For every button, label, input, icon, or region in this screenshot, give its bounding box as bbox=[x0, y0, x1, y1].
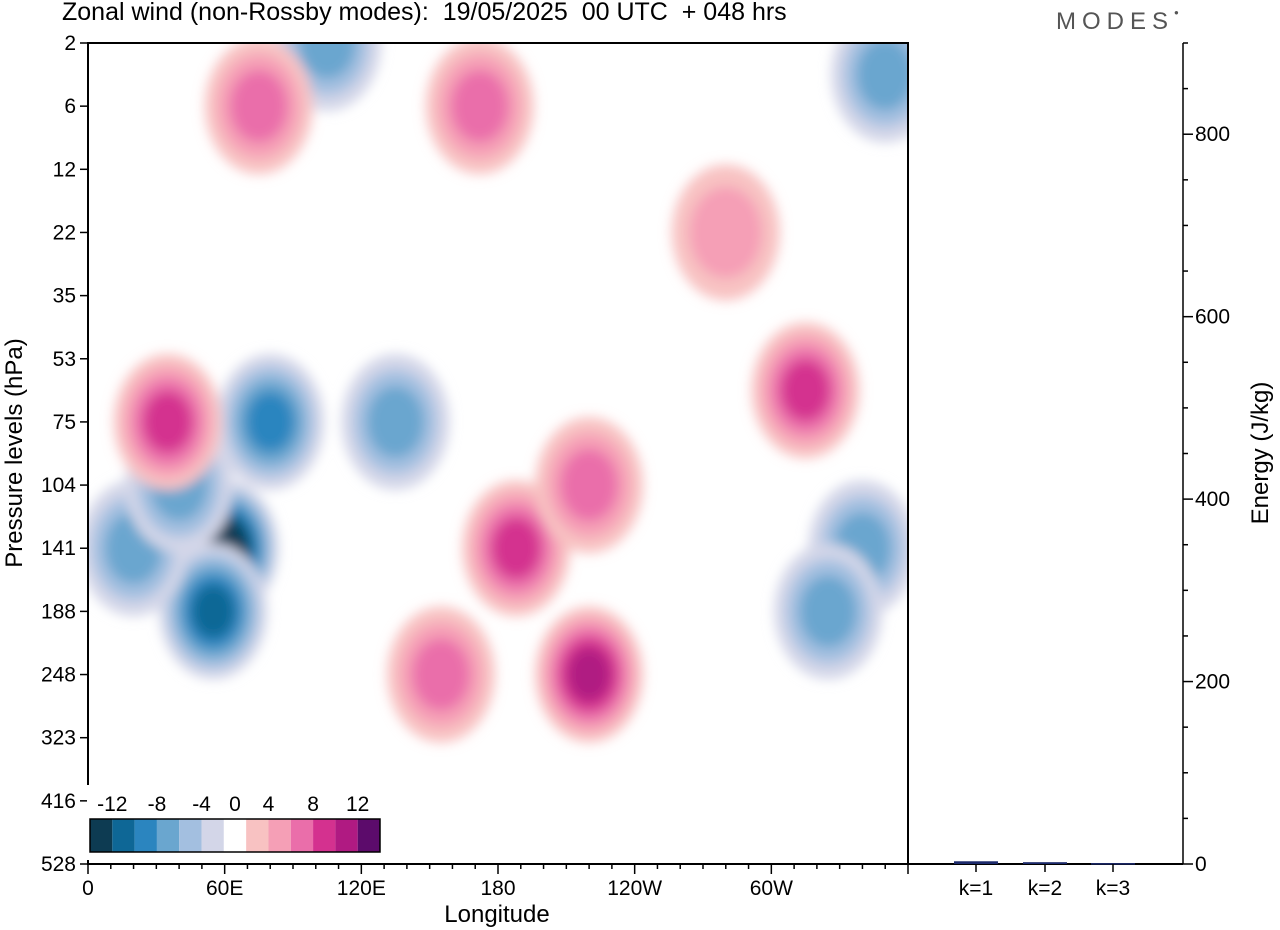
colorbar-swatch bbox=[201, 819, 224, 852]
energy-axis-title: Energy (J/kg) bbox=[1247, 382, 1274, 525]
colorbar-tick-label: 8 bbox=[307, 793, 319, 816]
energy-tick-label: 400 bbox=[1195, 488, 1230, 511]
contour-blobs bbox=[88, 43, 908, 743]
colorbar-tick-label: 12 bbox=[346, 793, 369, 816]
colorbar-swatch bbox=[179, 819, 202, 852]
x-tick-label: 120W bbox=[607, 877, 662, 900]
x-tick-label: 180 bbox=[480, 877, 515, 900]
y-tick-label: 528 bbox=[41, 853, 76, 876]
feature-1 bbox=[159, 543, 268, 680]
colorbar-swatch bbox=[90, 819, 113, 852]
contour-level bbox=[451, 70, 509, 142]
x-tick-label: 60W bbox=[750, 877, 793, 900]
colorbar-tick-label: 0 bbox=[229, 793, 241, 816]
contour-level bbox=[560, 449, 618, 521]
energy-bar-k=2 bbox=[1023, 862, 1067, 864]
energy-x-tick-label: k=1 bbox=[959, 877, 993, 900]
contour-level bbox=[799, 575, 857, 648]
y-tick-label: 248 bbox=[41, 664, 76, 687]
energy-x-tick-label: k=2 bbox=[1028, 877, 1062, 900]
colorbar-tick-label: -4 bbox=[192, 793, 211, 816]
feature-7 bbox=[831, 43, 908, 143]
contour-level bbox=[367, 386, 424, 458]
colorbar-swatch bbox=[223, 819, 247, 852]
contour-level bbox=[856, 43, 908, 111]
y-tick-label: 2 bbox=[64, 32, 76, 55]
colorbar-tick-label: -12 bbox=[97, 793, 127, 816]
contour-level bbox=[689, 186, 763, 279]
colorbar-swatch bbox=[313, 819, 336, 852]
feature-14 bbox=[751, 322, 860, 459]
y-tick-label: 188 bbox=[41, 600, 76, 623]
y-tick-label: 104 bbox=[41, 474, 76, 497]
colorbar-swatch bbox=[156, 819, 180, 852]
colorbar-swatch bbox=[268, 819, 291, 852]
energy-bar-k=1 bbox=[954, 861, 998, 864]
contour-level bbox=[246, 391, 295, 453]
feature-15 bbox=[204, 43, 313, 175]
contour-level bbox=[298, 43, 356, 79]
contour-level bbox=[143, 391, 192, 453]
feature-12 bbox=[535, 417, 644, 554]
colorbar-swatch bbox=[134, 819, 157, 852]
feature-17 bbox=[387, 606, 496, 743]
y-tick-label: 416 bbox=[41, 790, 76, 813]
contour-level bbox=[412, 638, 470, 711]
energy-tick-label: 800 bbox=[1195, 123, 1230, 146]
x-axis-title: Longitude bbox=[444, 901, 549, 928]
colorbar-swatch bbox=[246, 819, 269, 852]
y-axis-title: Pressure levels (hPa) bbox=[1, 338, 28, 567]
y-tick-label: 323 bbox=[41, 727, 76, 750]
y-tick-label: 53 bbox=[53, 348, 76, 371]
contour-level bbox=[492, 518, 541, 579]
brand-text: MODES bbox=[1056, 8, 1175, 35]
energy-tick-label: 600 bbox=[1195, 306, 1230, 329]
energy-x-tick-label: k=3 bbox=[1096, 877, 1130, 900]
x-tick-label: 60E bbox=[206, 877, 243, 900]
colorbar-tick-label: 4 bbox=[263, 793, 275, 816]
x-tick-label: 120E bbox=[337, 877, 386, 900]
feature-9 bbox=[774, 543, 883, 680]
colorbar-frame bbox=[89, 818, 381, 853]
colorbar: -12 -8 -4 0 4 8 12 bbox=[87, 785, 383, 860]
brand-registered-mark: ● bbox=[1174, 8, 1179, 17]
feature-4 bbox=[216, 353, 325, 490]
y-tick-label: 6 bbox=[64, 95, 76, 118]
energy-bar-k=3 bbox=[1091, 863, 1135, 865]
feature-10 bbox=[113, 353, 222, 490]
contour-level bbox=[192, 584, 235, 638]
y-tick-label: 22 bbox=[53, 221, 76, 244]
energy-tick-label: 0 bbox=[1195, 853, 1207, 876]
colorbar-swatch bbox=[290, 819, 314, 852]
contour-level bbox=[230, 70, 288, 142]
x-tick-label: 0 bbox=[82, 877, 94, 900]
brand-logo: MODES● bbox=[1056, 8, 1179, 36]
colorbar-tick-label: -8 bbox=[148, 793, 167, 816]
y-tick-label: 12 bbox=[53, 158, 76, 181]
contour-level bbox=[567, 647, 611, 702]
energy-axes: 0 200 400 600 800 Energy (J/kg) k=1 k=2 k=3 bbox=[908, 42, 1274, 900]
colorbar-swatch bbox=[112, 819, 135, 852]
y-tick-label: 141 bbox=[41, 537, 76, 560]
feature-5 bbox=[341, 353, 450, 490]
y-tick-label: 35 bbox=[53, 285, 76, 308]
energy-tick-label: 200 bbox=[1195, 671, 1230, 694]
contour-level bbox=[781, 360, 830, 421]
feature-16 bbox=[425, 43, 534, 175]
y-tick-label: 75 bbox=[53, 411, 76, 434]
feature-18 bbox=[671, 164, 780, 301]
contour-field bbox=[88, 43, 908, 743]
colorbar-swatch bbox=[357, 819, 380, 852]
chart-title: Zonal wind (non-Rossby modes): 19/05/202… bbox=[62, 0, 787, 26]
colorbar-swatch bbox=[335, 819, 358, 852]
feature-13 bbox=[535, 606, 644, 743]
